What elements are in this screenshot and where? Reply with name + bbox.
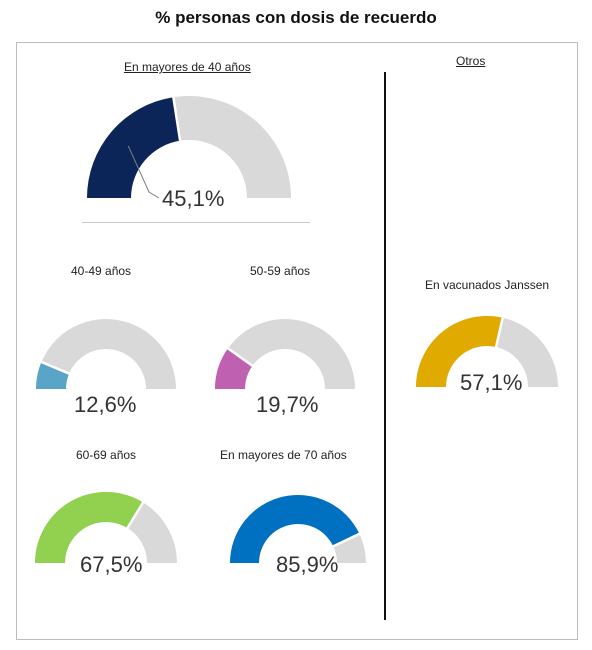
gauge-label-40-49: 40-49 años	[71, 264, 132, 278]
gauge-separator	[171, 96, 182, 142]
page-title: % personas con dosis de recuerdo	[155, 8, 437, 27]
chart-frame	[16, 42, 578, 640]
gauge-separator	[226, 346, 254, 368]
gauge-50-59	[215, 319, 355, 389]
gauge-value-70plus: 85,9%	[276, 552, 339, 577]
gauge-fill	[230, 495, 360, 563]
gauge-track	[36, 319, 176, 389]
gauge-separator	[40, 360, 71, 376]
gauge-40-49	[36, 319, 176, 389]
gauge-70plus	[230, 495, 366, 563]
gauge-value-janssen: 57,1%	[460, 370, 523, 395]
gauge-separator	[494, 316, 505, 349]
gauge-separator	[331, 532, 361, 548]
section-divider	[384, 72, 386, 620]
gauge-value-60-69: 67,5%	[80, 552, 143, 577]
right-section-header: Otros	[456, 54, 486, 68]
gauge-fill	[215, 348, 253, 389]
gauge-track	[215, 319, 355, 389]
left-section-header: En mayores de 40 años	[124, 60, 251, 74]
gauge-leader-line	[127, 145, 160, 199]
gauge-value-50-59: 19,7%	[256, 392, 319, 417]
gauge-fill	[36, 362, 70, 389]
gauge-label-60-69: 60-69 años	[76, 448, 137, 462]
gauge-separator	[125, 500, 145, 530]
gauge-main-40plus	[87, 96, 291, 199]
gauge-fill	[35, 492, 144, 563]
gauge-janssen	[416, 316, 558, 387]
gauge-label-70plus: En mayores de 70 años	[220, 448, 347, 462]
gauge-label-50-59: 50-59 años	[250, 264, 311, 278]
gauge-fill	[416, 316, 503, 387]
gauge-60-69	[35, 492, 177, 563]
gauge-fill	[87, 97, 181, 198]
gauge-value-main: 45,1%	[162, 186, 225, 211]
main-gauge-baseline	[82, 222, 310, 223]
gauge-label-janssen: En vacunados Janssen	[425, 278, 550, 292]
gauge-value-40-49: 12,6%	[74, 392, 137, 417]
